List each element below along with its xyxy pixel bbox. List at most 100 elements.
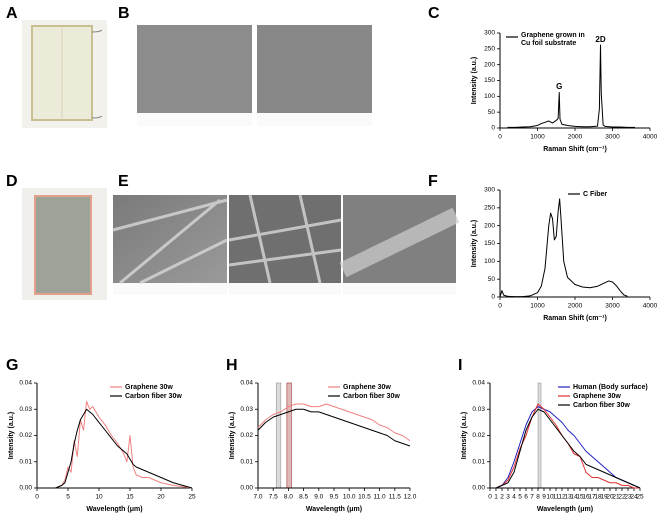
legend-label: Carbon fiber 30w <box>573 402 630 409</box>
y-tick-label: 150 <box>484 240 495 247</box>
x-tick-label: 12 <box>558 494 566 501</box>
panel-label: E <box>118 173 129 190</box>
data-line <box>37 400 193 489</box>
y-tick-label: 0.04 <box>472 380 485 387</box>
x-tick-label: 0 <box>35 494 39 501</box>
y-tick-label: 0.02 <box>19 432 32 439</box>
y-tick-label: 250 <box>484 46 495 53</box>
y-tick-label: 0.01 <box>472 458 485 465</box>
y-tick-label: 0.04 <box>240 380 253 387</box>
panel-label: A <box>6 5 18 22</box>
x-tick-label: 23 <box>624 494 632 501</box>
y-axis-label: Intensity (a.u.) <box>471 220 478 267</box>
x-tick-label: 10.5 <box>358 494 371 501</box>
x-tick-label: 2000 <box>568 134 583 141</box>
x-tick-label: 3000 <box>605 134 620 141</box>
y-tick-label: 0.02 <box>472 432 485 439</box>
y-tick-label: 100 <box>484 93 495 100</box>
x-tick-label: 16 <box>582 494 590 501</box>
y-tick-label: 0.04 <box>19 380 32 387</box>
y-tick-label: 100 <box>484 258 495 265</box>
x-tick-label: 11 <box>553 494 560 501</box>
x-tick-label: 4000 <box>643 303 658 310</box>
panel-label: D <box>6 173 18 190</box>
data-line <box>507 44 635 128</box>
x-tick-label: 2 <box>500 494 504 501</box>
y-axis-label: Intensity (a.u.) <box>8 412 15 459</box>
x-axis-label: Wavelength (μm) <box>86 506 142 513</box>
x-tick-label: 5 <box>66 494 70 501</box>
x-tick-label: 11.0 <box>374 494 387 501</box>
highlight-band <box>537 382 542 489</box>
x-tick-label: 20 <box>157 494 165 501</box>
x-tick-label: 9 <box>542 494 546 501</box>
legend-label: Graphene 30w <box>343 384 391 391</box>
x-tick-label: 11.5 <box>389 494 402 501</box>
legend-label: Graphene 30w <box>573 393 621 400</box>
y-tick-label: 0.02 <box>240 432 253 439</box>
y-tick-label: 0.00 <box>19 485 32 492</box>
y-tick-label: 0.03 <box>472 406 485 413</box>
x-tick-label: 0 <box>498 134 502 141</box>
data-line <box>257 403 411 442</box>
x-tick-label: 2000 <box>568 303 583 310</box>
y-axis-label: Intensity (a.u.) <box>471 57 478 104</box>
data-line <box>490 408 641 489</box>
x-tick-label: 13 <box>564 494 572 501</box>
y-tick-label: 200 <box>484 222 495 229</box>
x-tick-label: 3000 <box>605 303 620 310</box>
x-tick-label: 8.5 <box>299 494 308 501</box>
x-tick-label: 19 <box>600 494 608 501</box>
x-tick-label: 25 <box>188 494 196 501</box>
panel-label: G <box>6 357 18 374</box>
x-tick-label: 1 <box>494 494 498 501</box>
photo-a <box>22 20 107 128</box>
x-tick-label: 25 <box>636 494 644 501</box>
highlight-band <box>286 382 292 489</box>
x-tick-label: 17 <box>588 494 596 501</box>
y-axis-label: Intensity (a.u.) <box>229 412 236 459</box>
x-tick-label: 5 <box>518 494 522 501</box>
x-tick-label: 7 <box>530 494 534 501</box>
x-tick-label: 7.0 <box>253 494 262 501</box>
data-line <box>257 408 411 447</box>
y-tick-label: 50 <box>488 109 496 116</box>
x-axis-label: Raman Shift (cm⁻¹) <box>543 146 607 153</box>
y-tick-label: 250 <box>484 205 495 212</box>
sem-b <box>137 25 372 126</box>
sem-e <box>112 194 460 295</box>
x-tick-label: 22 <box>618 494 626 501</box>
x-tick-label: 1000 <box>530 134 545 141</box>
panel-label: I <box>458 357 462 374</box>
x-axis-label: Wavelength (μm) <box>306 506 362 513</box>
x-tick-label: 24 <box>630 494 638 501</box>
x-tick-label: 12.0 <box>404 494 417 501</box>
data-line <box>499 198 628 298</box>
y-tick-label: 0.01 <box>19 458 32 465</box>
x-tick-label: 15 <box>576 494 584 501</box>
y-axis-label: Intensity (a.u.) <box>461 412 468 459</box>
x-axis-label: Raman Shift (cm⁻¹) <box>543 315 607 322</box>
legend-label: Graphene grown in Cu foil substrate <box>521 32 585 47</box>
x-tick-label: 10 <box>546 494 554 501</box>
legend-label: Human (Body surface) <box>573 384 648 391</box>
x-tick-label: 10 <box>95 494 103 501</box>
x-tick-label: 7.5 <box>269 494 278 501</box>
y-tick-label: 300 <box>484 30 495 37</box>
legend-label: Graphene 30w <box>125 384 173 391</box>
legend-box: Graphene grown in Cu foil substrate <box>521 32 585 47</box>
x-tick-label: 9.0 <box>314 494 323 501</box>
x-tick-label: 1000 <box>530 303 545 310</box>
y-tick-label: 200 <box>484 61 495 68</box>
x-tick-label: 20 <box>606 494 614 501</box>
y-tick-label: 0.03 <box>19 406 32 413</box>
x-tick-label: 4 <box>512 494 516 501</box>
y-tick-label: 50 <box>488 276 496 283</box>
x-tick-label: 9.5 <box>329 494 338 501</box>
photo-d <box>22 188 107 300</box>
y-tick-label: 0 <box>491 125 495 132</box>
y-tick-label: 0.03 <box>240 406 253 413</box>
legend-label: Carbon fiber 30w <box>343 393 400 400</box>
x-tick-label: 3 <box>506 494 510 501</box>
